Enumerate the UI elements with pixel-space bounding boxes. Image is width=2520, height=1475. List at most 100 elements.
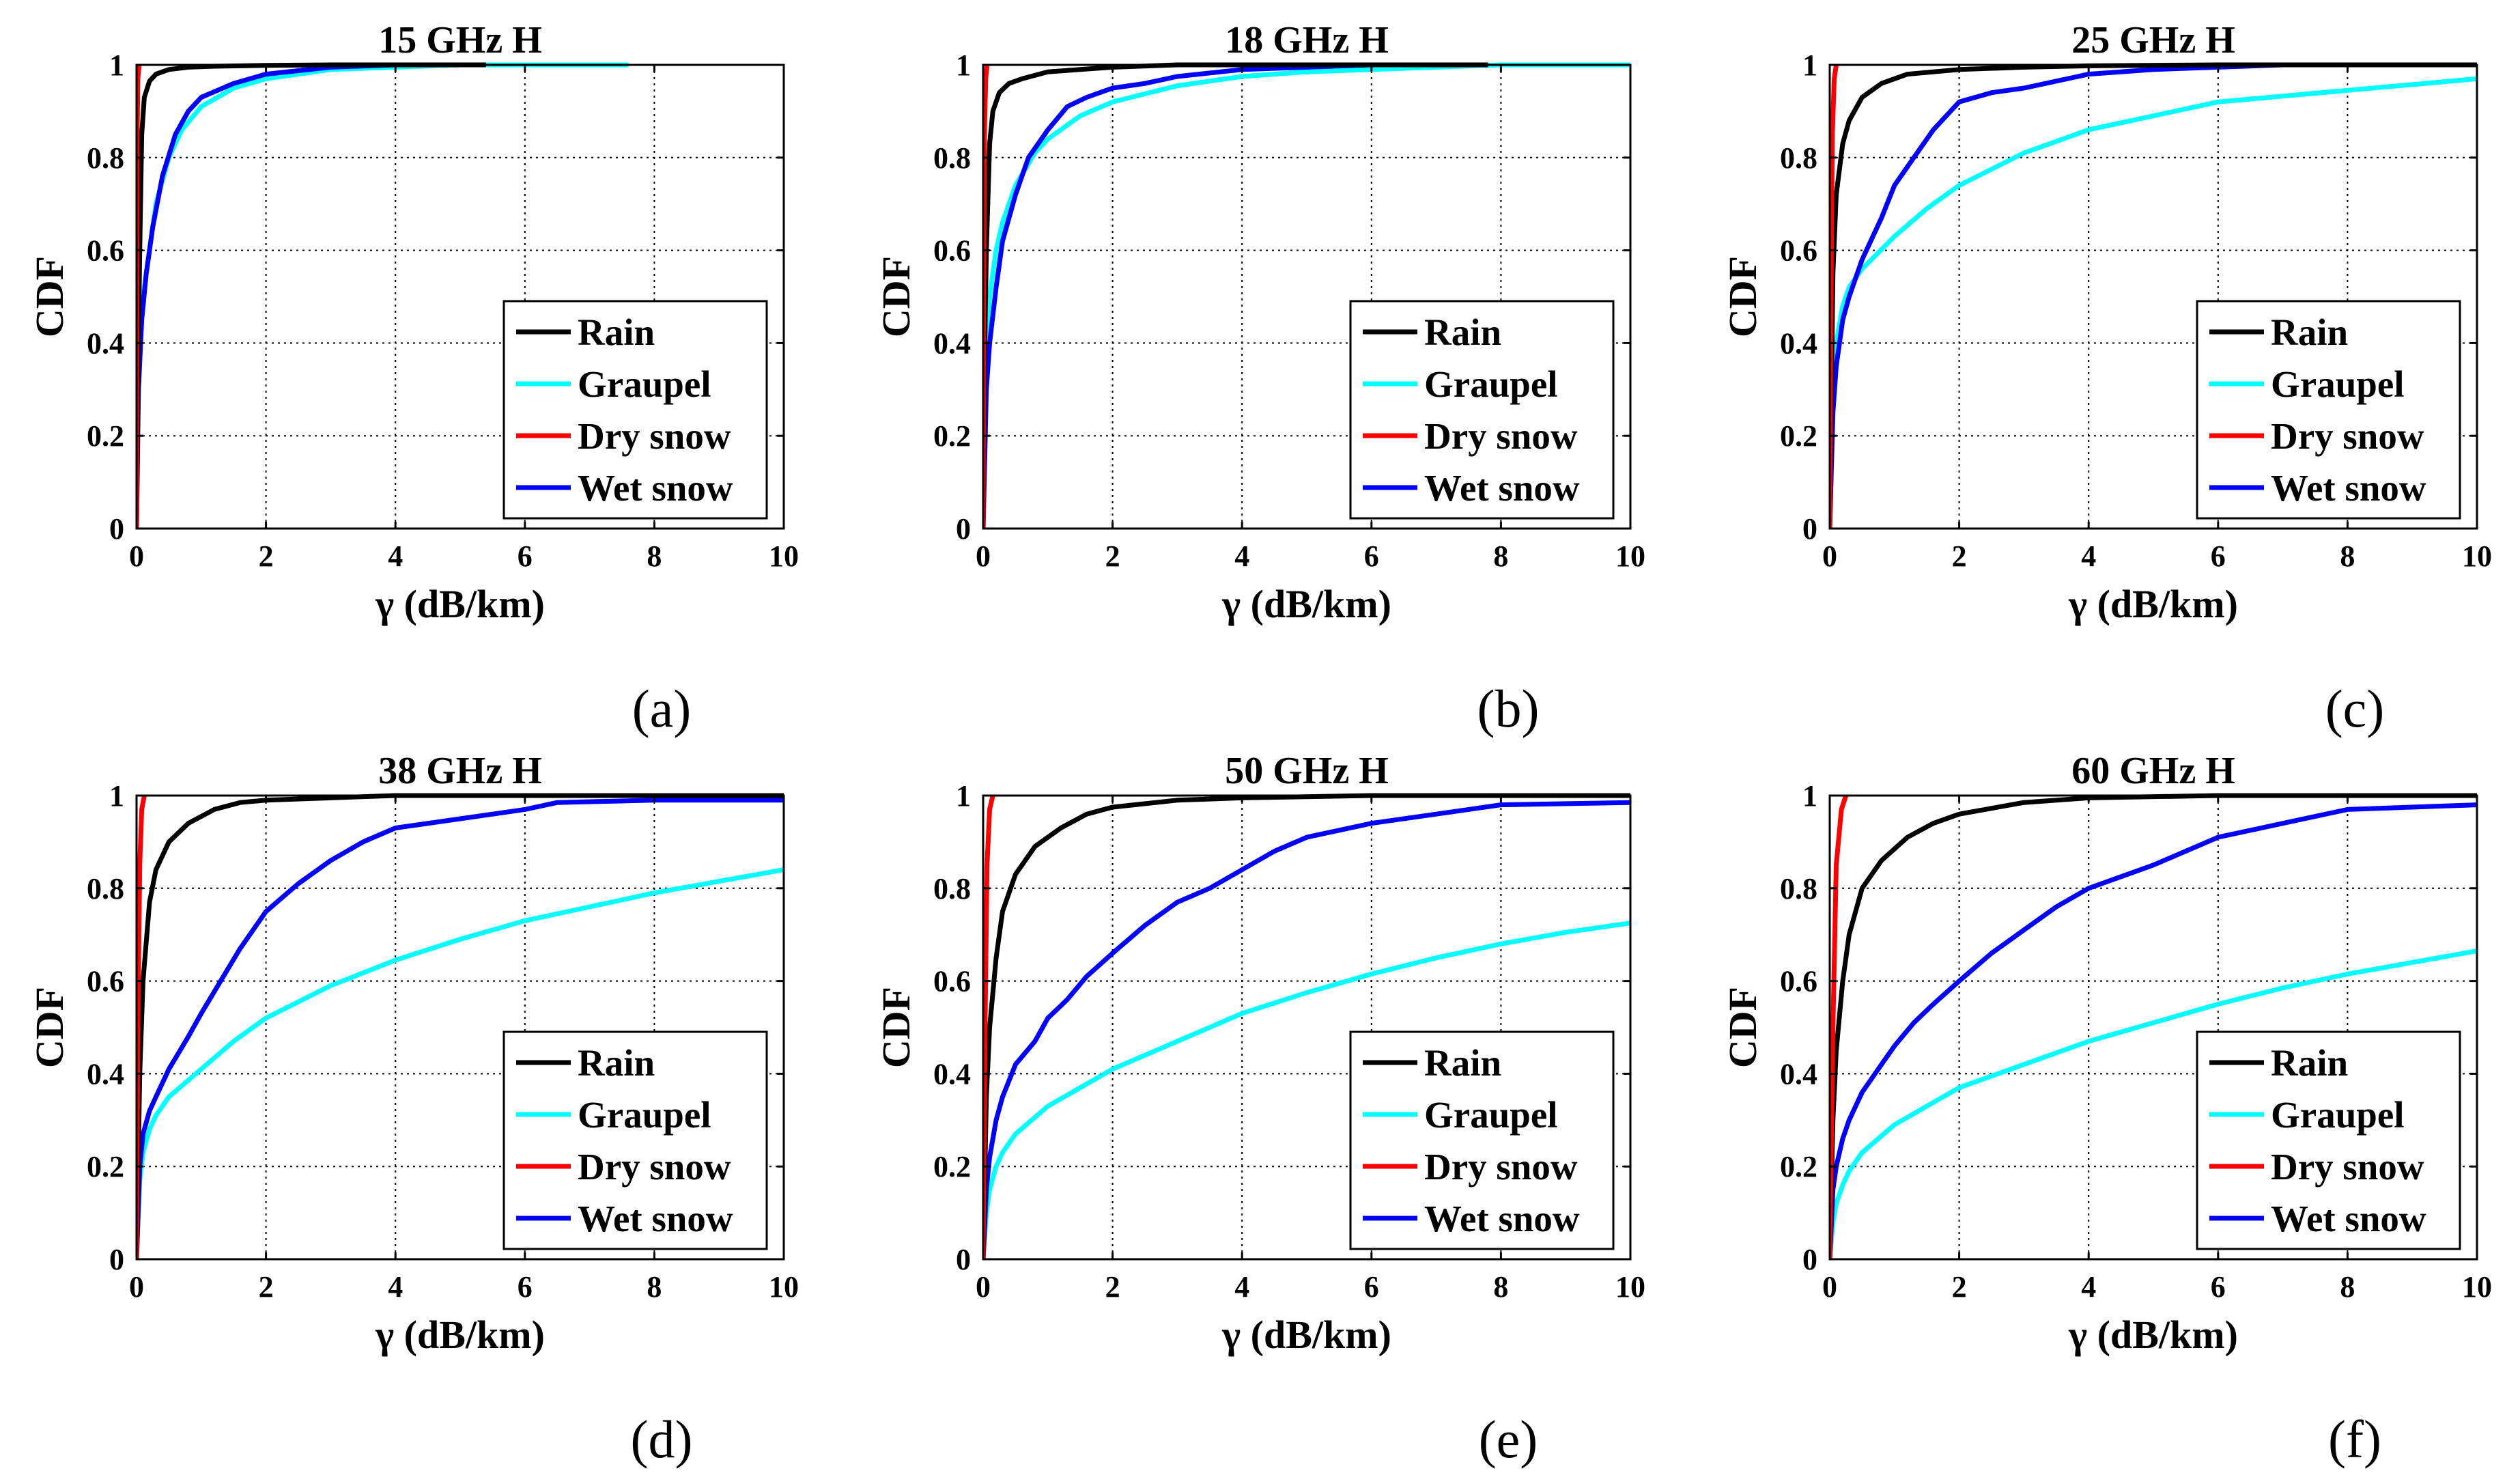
y-tick-label: 0.6 — [1780, 234, 1817, 268]
legend: Rain Graupel Dry snow Wet snow — [2196, 300, 2461, 520]
x-axis-label: γ (dB/km) — [2068, 582, 2238, 626]
x-tick-label: 2 — [259, 1270, 274, 1304]
legend-label: Rain — [1424, 311, 1501, 353]
y-tick-label: 0 — [109, 512, 124, 546]
x-tick-label: 6 — [1364, 539, 1379, 573]
legend-label: Rain — [2271, 1042, 2348, 1084]
series-line-dry-snow — [983, 795, 995, 1260]
legend: Rain Graupel Dry snow Wet snow — [2196, 1030, 2461, 1250]
series-line-graupel — [1830, 76, 2477, 529]
legend-label: Graupel — [1424, 363, 1558, 405]
legend-label: Dry snow — [578, 415, 731, 457]
series-line-graupel — [983, 62, 1630, 529]
y-tick-label: 0.4 — [933, 326, 971, 360]
y-tick-label: 0.8 — [87, 141, 124, 175]
series-line-graupel — [983, 921, 1630, 1260]
x-tick-label: 4 — [2081, 539, 2096, 573]
y-tick-label: 0.8 — [933, 872, 971, 905]
y-tick-label: 0.6 — [933, 965, 971, 998]
legend: Rain Graupel Dry snow Wet snow — [1349, 1030, 1615, 1250]
x-tick-label: 2 — [1952, 1270, 1967, 1304]
y-tick-label: 1 — [956, 48, 971, 82]
axes-box — [135, 64, 785, 530]
legend: Rain Graupel Dry snow Wet snow — [502, 300, 768, 520]
chart-panel-1: 0 2 4 6 8 10 0 0.2 0.4 0.6 0.8 1 15 GHz H γ (dB/km) CD… — [27, 19, 799, 738]
legend-label: Dry snow — [2271, 1146, 2424, 1188]
y-axis-label: CDF — [1721, 256, 1765, 337]
legend-label: Graupel — [2271, 363, 2405, 405]
y-tick-label: 0.2 — [87, 1150, 124, 1183]
series-line-graupel — [137, 867, 784, 1260]
chart-panel-4: 0 2 4 6 8 10 0 0.2 0.4 0.6 0.8 1 38 GHz H γ (dB/km) CD… — [27, 750, 799, 1469]
legend-label: Dry snow — [578, 1146, 731, 1188]
x-tick-label: 10 — [2462, 539, 2492, 573]
x-tick-label: 4 — [388, 1270, 403, 1304]
legend-label: Wet snow — [1424, 1198, 1580, 1239]
y-tick-label: 0.8 — [933, 141, 971, 175]
panel-label: (b) — [1477, 679, 1540, 738]
x-tick-label: 6 — [2211, 539, 2226, 573]
legend-box — [2196, 1030, 2461, 1250]
legend-label: Wet snow — [578, 1198, 733, 1239]
x-tick-label: 6 — [2211, 1270, 2226, 1304]
legend-label: Rain — [2271, 311, 2348, 353]
y-tick-label: 0.4 — [933, 1057, 971, 1091]
y-tick-label: 0.8 — [87, 872, 124, 905]
x-tick-label: 10 — [769, 539, 799, 573]
panel-label: (f) — [2328, 1409, 2381, 1469]
legend-label: Graupel — [578, 363, 711, 405]
x-tick-label: 0 — [129, 1270, 144, 1304]
chart-title: 60 GHz H — [2071, 750, 2235, 792]
x-tick-label: 10 — [1615, 539, 1645, 573]
x-tick-label: 8 — [647, 539, 662, 573]
y-tick-label: 0.4 — [87, 326, 124, 360]
x-axis-label: γ (dB/km) — [1221, 582, 1391, 626]
panel-label: (c) — [2325, 679, 2385, 738]
legend: Rain Graupel Dry snow Wet snow — [502, 1030, 768, 1250]
legend-label: Graupel — [578, 1094, 711, 1136]
legend-label: Rain — [1424, 1042, 1501, 1084]
x-tick-label: 8 — [1493, 1270, 1508, 1304]
panel-label: (a) — [632, 679, 692, 738]
chart-panel-3: 0 2 4 6 8 10 0 0.2 0.4 0.6 0.8 1 25 GHz H γ (dB/km) CD… — [1721, 19, 2492, 738]
panel-label: (e) — [1479, 1409, 1538, 1469]
y-tick-label: 0.6 — [933, 234, 971, 268]
y-tick-label: 1 — [956, 779, 971, 813]
y-tick-label: 1 — [1802, 779, 1817, 813]
legend-box — [502, 300, 768, 520]
legend-label: Wet snow — [578, 467, 733, 509]
y-tick-label: 0.6 — [87, 234, 124, 268]
x-tick-label: 10 — [769, 1270, 799, 1304]
y-axis-label: CDF — [1721, 987, 1765, 1068]
series-line-dry-snow — [1830, 794, 1849, 1260]
x-tick-label: 8 — [2340, 1270, 2355, 1304]
y-tick-label: 1 — [109, 779, 124, 813]
y-tick-label: 0.2 — [933, 419, 971, 453]
chart-title: 50 GHz H — [1225, 750, 1389, 792]
x-tick-label: 0 — [976, 1270, 991, 1304]
x-tick-label: 4 — [1234, 539, 1249, 573]
chart-panel-6: 0 2 4 6 8 10 0 0.2 0.4 0.6 0.8 1 60 GHz H γ (dB/km) CD… — [1721, 750, 2492, 1469]
x-tick-label: 8 — [2340, 539, 2355, 573]
x-axis-label: γ (dB/km) — [1221, 1312, 1391, 1357]
y-tick-label: 0.6 — [87, 965, 124, 998]
x-tick-label: 2 — [1105, 539, 1120, 573]
x-tick-label: 8 — [647, 1270, 662, 1304]
x-tick-label: 10 — [1615, 1270, 1645, 1304]
legend-label: Dry snow — [2271, 415, 2424, 457]
series-line-wet-snow — [1830, 802, 2477, 1260]
y-tick-label: 0.8 — [1780, 141, 1817, 175]
x-tick-label: 10 — [2462, 1270, 2492, 1304]
series-line-wet-snow — [983, 62, 1488, 529]
x-axis-label: γ (dB/km) — [2068, 1312, 2238, 1357]
x-tick-label: 0 — [129, 539, 144, 573]
x-tick-label: 0 — [1822, 539, 1837, 573]
legend-box — [1349, 300, 1615, 520]
y-tick-label: 0.4 — [87, 1057, 124, 1091]
x-tick-label: 6 — [518, 539, 533, 573]
axes-box — [982, 794, 1632, 1261]
axes-box — [1828, 794, 2478, 1261]
y-tick-label: 0 — [1802, 512, 1817, 546]
legend-label: Graupel — [2271, 1094, 2405, 1136]
chart-title: 18 GHz H — [1225, 19, 1389, 61]
